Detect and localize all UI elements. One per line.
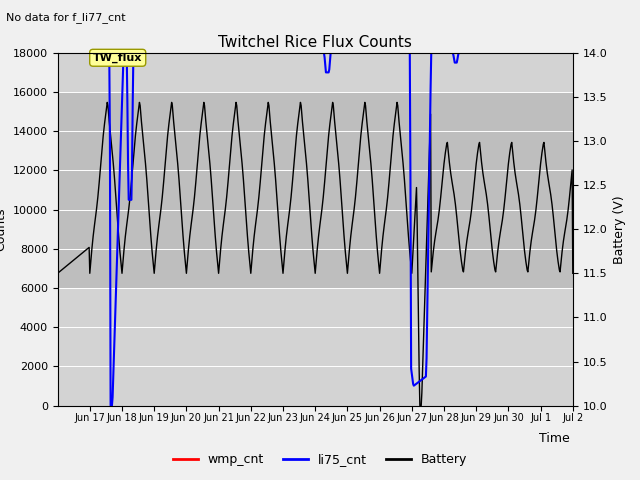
Title: Twitchel Rice Flux Counts: Twitchel Rice Flux Counts [218,35,412,50]
Legend: wmp_cnt, li75_cnt, Battery: wmp_cnt, li75_cnt, Battery [168,448,472,471]
Text: Time: Time [539,432,570,445]
Text: TW_flux: TW_flux [93,53,142,63]
Y-axis label: Counts: Counts [0,207,7,251]
Text: No data for f_li77_cnt: No data for f_li77_cnt [6,12,126,23]
Y-axis label: Battery (V): Battery (V) [613,195,626,264]
Bar [58,92,573,288]
